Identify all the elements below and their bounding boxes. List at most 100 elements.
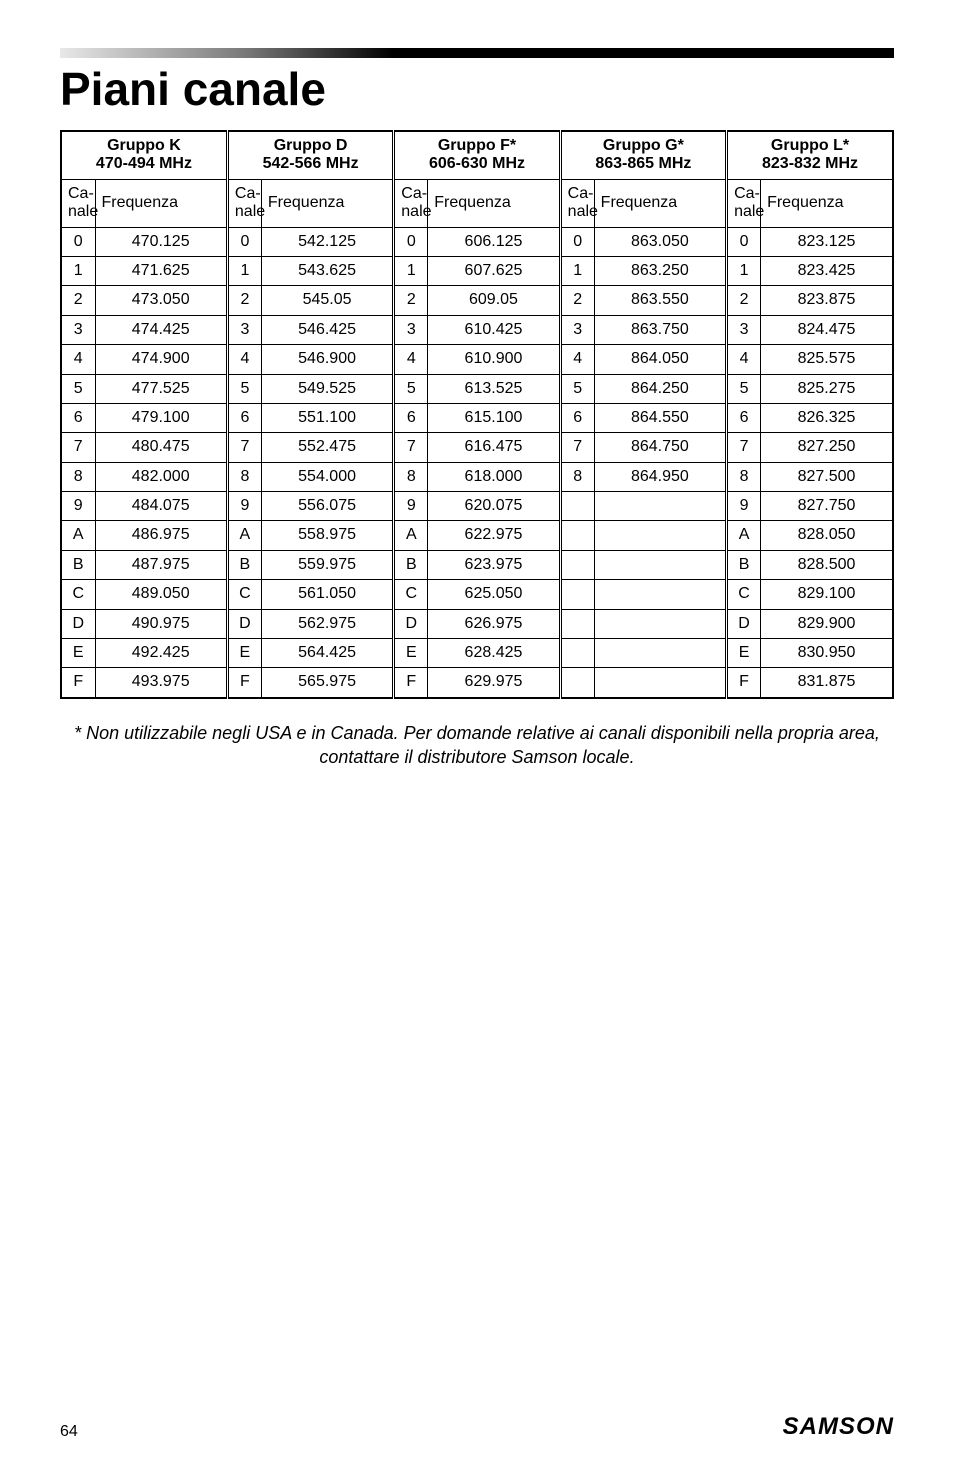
cell-channel: E [61,639,95,668]
cell-channel: B [227,550,261,579]
cell-frequency: 479.100 [95,403,227,432]
cell-channel: 5 [61,374,95,403]
cell-frequency [594,492,726,521]
group-header-g: Gruppo G* 863-865 MHz [560,131,726,179]
cell-frequency: 618.000 [428,462,560,491]
cell-frequency: 562.975 [261,609,393,638]
group-header-line1: Gruppo F* [438,137,516,154]
cell-frequency: 546.425 [261,315,393,344]
cell-frequency: 474.425 [95,315,227,344]
cell-channel: 3 [61,315,95,344]
cell-frequency: 622.975 [428,521,560,550]
cell-frequency: 564.425 [261,639,393,668]
cell-channel: 6 [227,403,261,432]
cell-frequency: 828.500 [761,550,893,579]
subheader-channel-text: Ca- nale [68,185,98,220]
cell-channel: 4 [727,345,761,374]
cell-channel: 1 [227,256,261,285]
group-header-f: Gruppo F* 606-630 MHz [394,131,560,179]
cell-frequency: 606.125 [428,227,560,256]
title-rule-bar [60,48,894,58]
group-header-l: Gruppo L* 823-832 MHz [727,131,893,179]
cell-frequency: 628.425 [428,639,560,668]
cell-frequency: 484.075 [95,492,227,521]
group-header-line2: 823-832 MHz [731,155,889,173]
cell-channel: E [227,639,261,668]
cell-channel: 6 [727,403,761,432]
cell-channel: F [394,668,428,698]
table-row: 4474.9004546.9004610.9004864.0504825.575 [61,345,893,374]
cell-frequency: 610.900 [428,345,560,374]
table-row: A486.975A558.975A622.975A828.050 [61,521,893,550]
cell-frequency: 823.875 [761,286,893,315]
cell-channel: 5 [560,374,594,403]
brand-logo-text: SAMSON [783,1413,894,1441]
cell-frequency: 623.975 [428,550,560,579]
cell-frequency: 827.250 [761,433,893,462]
cell-frequency: 863.750 [594,315,726,344]
cell-channel: B [394,550,428,579]
cell-channel: 1 [394,256,428,285]
cell-frequency: 826.325 [761,403,893,432]
cell-channel [560,492,594,521]
cell-frequency: 831.875 [761,668,893,698]
cell-frequency: 549.525 [261,374,393,403]
cell-channel: 9 [394,492,428,521]
page-root: Piani canale Gruppo K 470-494 MHz Gruppo… [0,0,954,1475]
group-header-line2: 542-566 MHz [232,155,389,173]
cell-frequency: 613.525 [428,374,560,403]
cell-channel: 6 [560,403,594,432]
table-row: 1471.6251543.6251607.6251863.2501823.425 [61,256,893,285]
cell-channel: 9 [61,492,95,521]
cell-frequency: 823.125 [761,227,893,256]
cell-frequency: 473.050 [95,286,227,315]
cell-frequency: 480.475 [95,433,227,462]
table-row: B487.975B559.975B623.975B828.500 [61,550,893,579]
cell-frequency: 864.050 [594,345,726,374]
table-row: E492.425E564.425E628.425E830.950 [61,639,893,668]
cell-frequency [594,668,726,698]
cell-frequency [594,609,726,638]
cell-frequency: 615.100 [428,403,560,432]
cell-channel: 5 [727,374,761,403]
cell-frequency: 864.950 [594,462,726,491]
table-body: 0470.1250542.1250606.1250863.0500823.125… [61,227,893,698]
cell-frequency [594,639,726,668]
cell-channel: 4 [61,345,95,374]
title-rule [60,48,894,58]
subheader-frequency: Frequenza [428,179,560,227]
table-header-sub: Ca- nale Frequenza Ca- nale Frequenza Ca… [61,179,893,227]
cell-frequency: 825.275 [761,374,893,403]
frequency-table: Gruppo K 470-494 MHz Gruppo D 542-566 MH… [60,130,894,699]
table-row: F493.975F565.975F629.975F831.875 [61,668,893,698]
subheader-channel: Ca- nale [560,179,594,227]
cell-channel: 0 [560,227,594,256]
group-header-line1: Gruppo L* [771,137,849,154]
cell-channel: 5 [227,374,261,403]
subheader-channel: Ca- nale [61,179,95,227]
cell-frequency: 625.050 [428,580,560,609]
cell-frequency: 489.050 [95,580,227,609]
cell-frequency [594,521,726,550]
cell-channel: 0 [394,227,428,256]
cell-frequency: 829.100 [761,580,893,609]
cell-channel: 1 [560,256,594,285]
cell-frequency: 477.525 [95,374,227,403]
cell-frequency: 616.475 [428,433,560,462]
cell-channel [560,668,594,698]
cell-channel: 2 [61,286,95,315]
cell-channel: 5 [394,374,428,403]
cell-channel: E [394,639,428,668]
page-title: Piani canale [60,62,894,116]
group-header-line1: Gruppo D [274,137,348,154]
cell-channel [560,639,594,668]
cell-frequency: 487.975 [95,550,227,579]
table-row: 0470.1250542.1250606.1250863.0500823.125 [61,227,893,256]
cell-channel: 8 [227,462,261,491]
cell-channel: F [227,668,261,698]
cell-channel: 4 [560,345,594,374]
cell-channel: B [61,550,95,579]
cell-frequency: 864.750 [594,433,726,462]
table-header: Gruppo K 470-494 MHz Gruppo D 542-566 MH… [61,131,893,227]
table-row: 2473.0502545.052609.052863.5502823.875 [61,286,893,315]
